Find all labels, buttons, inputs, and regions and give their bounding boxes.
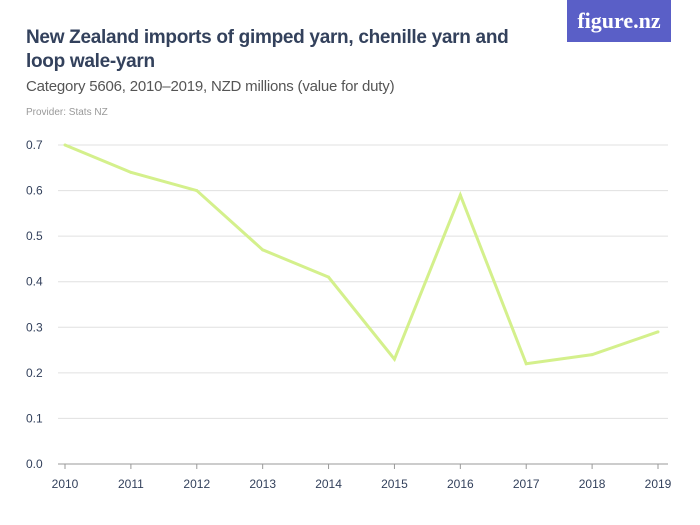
- y-tick-label: 0.0: [26, 457, 43, 471]
- figure-nz-logo[interactable]: figure.nz: [567, 0, 671, 42]
- data-point: [195, 189, 199, 193]
- data-point: [261, 248, 265, 252]
- data-point: [656, 330, 660, 334]
- y-tick-label: 0.3: [26, 320, 43, 334]
- x-tick-label: 2012: [183, 477, 210, 491]
- provider-label: Provider: Stats NZ: [26, 107, 108, 118]
- y-tick-label: 0.2: [26, 366, 43, 380]
- y-tick-label: 0.5: [26, 229, 43, 243]
- x-tick-label: 2018: [579, 477, 606, 491]
- x-tick-label: 2015: [381, 477, 408, 491]
- data-point: [458, 193, 462, 197]
- data-point: [327, 275, 331, 279]
- x-tick-label: 2011: [118, 477, 144, 491]
- data-point: [63, 143, 67, 147]
- chart-title: New Zealand imports of gimped yarn, chen…: [26, 27, 509, 72]
- x-tick-label: 2013: [249, 477, 276, 491]
- series-line: [64, 143, 659, 366]
- x-tick-label: 2010: [52, 477, 79, 491]
- y-tick-label: 0.1: [26, 411, 43, 425]
- data-point: [590, 353, 594, 357]
- x-tick-label: 2014: [315, 477, 342, 491]
- x-tick-label: 2017: [513, 477, 540, 491]
- y-tick-label: 0.4: [26, 275, 43, 289]
- data-point: [392, 357, 396, 361]
- y-tick-label: 0.6: [26, 184, 43, 198]
- chart-subtitle: Category 5606, 2010–2019, NZD millions (…: [26, 78, 395, 95]
- x-tick-label: 2019: [645, 477, 672, 491]
- data-point: [524, 362, 528, 366]
- y-tick-label: 0.7: [26, 138, 43, 152]
- x-tick-label: 2016: [447, 477, 474, 491]
- data-point: [129, 170, 133, 174]
